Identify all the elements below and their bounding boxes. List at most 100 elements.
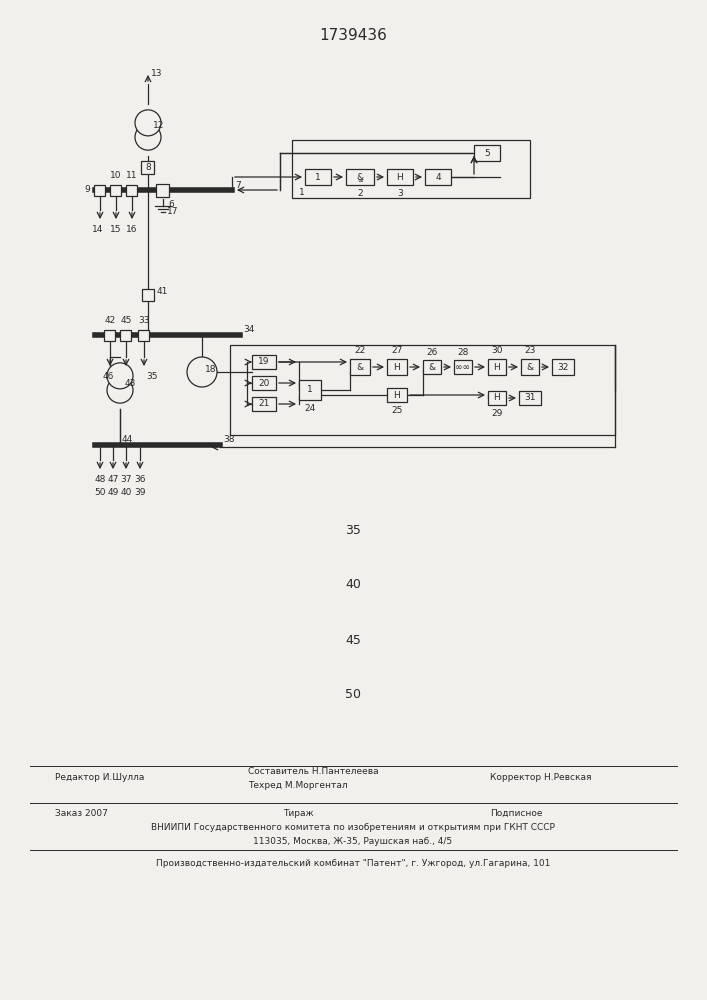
- Bar: [474, 145, 500, 161]
- Bar: [141, 160, 155, 174]
- Text: 15: 15: [110, 225, 122, 234]
- Bar: [105, 330, 115, 340]
- Text: 1: 1: [299, 188, 305, 197]
- Bar: [120, 330, 132, 340]
- Text: 38: 38: [223, 436, 235, 444]
- Text: 24: 24: [305, 404, 315, 413]
- Bar: [519, 391, 541, 405]
- Text: 17: 17: [167, 208, 178, 217]
- Text: 19: 19: [258, 358, 270, 366]
- Bar: [488, 359, 506, 375]
- Bar: [387, 388, 407, 402]
- Bar: [521, 359, 539, 375]
- Text: 35: 35: [146, 372, 158, 381]
- Bar: [387, 359, 407, 375]
- Bar: [552, 359, 574, 375]
- Text: 31: 31: [525, 393, 536, 402]
- Text: 22: 22: [354, 346, 366, 355]
- Bar: [454, 360, 472, 374]
- Text: 40: 40: [345, 578, 361, 591]
- Text: Подписное: Подписное: [490, 808, 542, 818]
- Text: 1: 1: [315, 172, 321, 182]
- Circle shape: [135, 124, 161, 150]
- Text: Заказ 2007: Заказ 2007: [55, 808, 108, 818]
- Text: 45: 45: [120, 316, 132, 325]
- Bar: [488, 391, 506, 405]
- Text: 20: 20: [258, 378, 269, 387]
- Circle shape: [107, 377, 133, 403]
- Bar: [142, 289, 154, 301]
- Text: &: &: [356, 362, 363, 371]
- Text: 48: 48: [94, 475, 105, 484]
- Text: 50: 50: [94, 488, 106, 497]
- Text: 1: 1: [307, 385, 313, 394]
- Bar: [95, 184, 105, 196]
- Bar: [292, 140, 530, 198]
- Text: 5: 5: [484, 148, 490, 157]
- Bar: [110, 184, 122, 196]
- Text: 3: 3: [397, 189, 403, 198]
- Text: 25: 25: [391, 406, 403, 415]
- Text: 13: 13: [151, 70, 163, 79]
- Bar: [230, 345, 615, 435]
- Circle shape: [135, 110, 161, 136]
- Text: 10: 10: [110, 171, 122, 180]
- Text: 45: 45: [345, 634, 361, 647]
- Bar: [305, 169, 331, 185]
- Text: 14: 14: [93, 225, 104, 234]
- Text: 16: 16: [127, 225, 138, 234]
- Bar: [156, 184, 170, 196]
- Text: 9: 9: [84, 186, 90, 194]
- Text: 27: 27: [391, 346, 403, 355]
- Text: 42: 42: [105, 316, 116, 325]
- Text: Редактор И.Шулла: Редактор И.Шулла: [55, 774, 144, 782]
- Circle shape: [107, 363, 133, 389]
- Text: 47: 47: [107, 475, 119, 484]
- Text: ∞: ∞: [357, 178, 363, 184]
- Text: H: H: [397, 172, 404, 182]
- Text: 29: 29: [491, 409, 503, 418]
- Text: H: H: [493, 393, 501, 402]
- Text: 39: 39: [134, 488, 146, 497]
- Text: 28: 28: [457, 348, 469, 357]
- Bar: [387, 169, 413, 185]
- Text: 46: 46: [103, 372, 114, 381]
- Text: 26: 26: [426, 348, 438, 357]
- Text: 50: 50: [345, 688, 361, 702]
- Text: Корректор Н.Ревская: Корректор Н.Ревская: [490, 774, 592, 782]
- Text: 35: 35: [345, 524, 361, 536]
- Text: ∞∞: ∞∞: [455, 362, 470, 371]
- Text: H: H: [394, 362, 400, 371]
- Text: 30: 30: [491, 346, 503, 355]
- Bar: [346, 169, 374, 185]
- Text: 23: 23: [525, 346, 536, 355]
- Text: Техред М.Моргентал: Техред М.Моргентал: [248, 780, 348, 790]
- Text: 12: 12: [153, 121, 164, 130]
- Text: &: &: [356, 172, 363, 182]
- Text: 1739436: 1739436: [319, 27, 387, 42]
- Text: 6: 6: [168, 200, 174, 209]
- Circle shape: [187, 357, 217, 387]
- Bar: [139, 330, 149, 340]
- Text: 41: 41: [157, 288, 168, 296]
- Text: 36: 36: [134, 475, 146, 484]
- Text: 37: 37: [120, 475, 132, 484]
- Text: 2: 2: [357, 189, 363, 198]
- Bar: [423, 360, 441, 374]
- Bar: [425, 169, 451, 185]
- Text: 40: 40: [120, 488, 132, 497]
- Bar: [127, 184, 137, 196]
- Text: Составитель Н.Пантелеева: Составитель Н.Пантелеева: [248, 766, 379, 776]
- Bar: [252, 355, 276, 369]
- Text: 32: 32: [557, 362, 568, 371]
- Bar: [299, 380, 321, 400]
- Text: Производственно-издательский комбинат "Патент", г. Ужгород, ул.Гагарина, 101: Производственно-издательский комбинат "П…: [156, 858, 550, 867]
- Bar: [350, 359, 370, 375]
- Text: 49: 49: [107, 488, 119, 497]
- Text: 8: 8: [145, 162, 151, 172]
- Text: Тираж: Тираж: [283, 808, 314, 818]
- Text: 18: 18: [205, 364, 216, 373]
- Text: 44: 44: [122, 434, 133, 444]
- Bar: [252, 376, 276, 390]
- Text: &: &: [527, 362, 534, 371]
